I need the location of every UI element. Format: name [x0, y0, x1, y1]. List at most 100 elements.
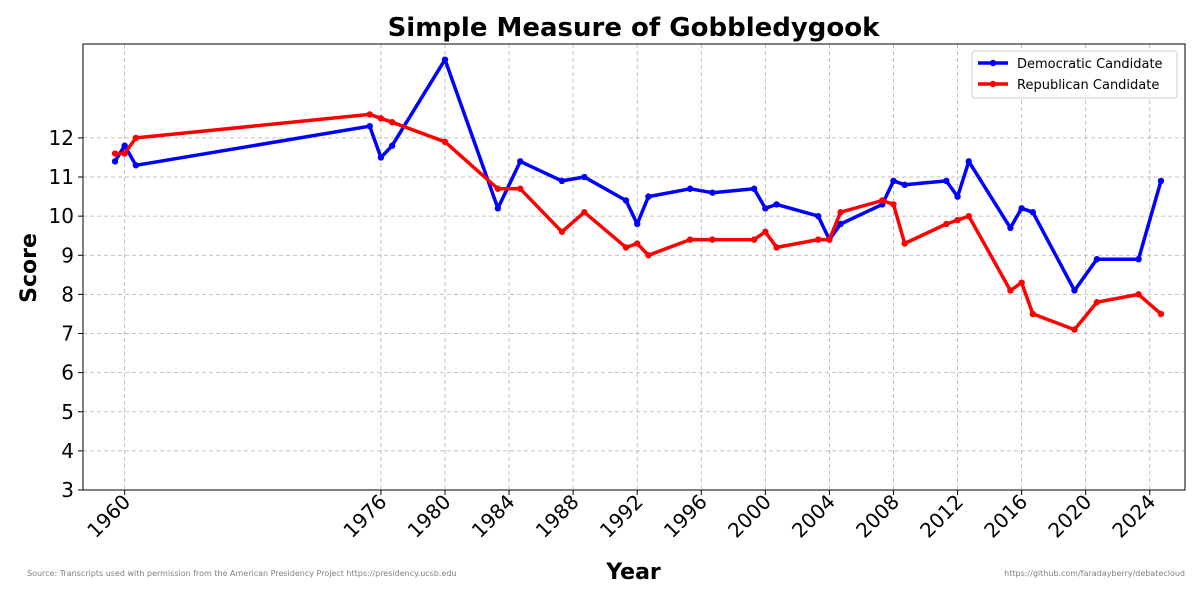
x-tick-label: 2004 — [787, 490, 840, 543]
democratic-candidate-point — [1135, 255, 1142, 263]
x-tick-label: 2000 — [723, 490, 776, 543]
republican-candidate-point — [890, 201, 897, 208]
grid — [83, 44, 1185, 491]
democratic-candidate-point — [901, 181, 908, 189]
x-tick-label: 2012 — [915, 490, 968, 543]
republican-candidate-point — [709, 236, 716, 243]
republican-candidate-point — [954, 216, 961, 224]
y-tick-label: 5 — [61, 400, 74, 424]
y-tick-label: 9 — [61, 243, 74, 267]
democratic-candidate-point — [762, 205, 769, 212]
y-tick-label: 7 — [61, 322, 74, 346]
democratic-candidate-point — [366, 122, 373, 130]
chart-title: Simple Measure of Gobbledygook — [388, 13, 881, 43]
republican-candidate-point — [773, 244, 780, 251]
democratic-candidate-point — [1157, 177, 1165, 185]
republican-candidate-point — [879, 197, 886, 204]
democratic-candidate-point — [517, 158, 524, 165]
y-tick-label: 6 — [61, 361, 74, 385]
republican-candidate-point — [1029, 310, 1037, 318]
republican-candidate-point — [132, 134, 140, 142]
x-tick-label: 1980 — [403, 490, 456, 543]
democratic-candidate-point — [837, 220, 844, 228]
democratic-candidate-point — [132, 162, 140, 169]
republican-candidate-point — [1018, 279, 1025, 286]
democratic-candidate-point — [121, 142, 128, 149]
republican-candidate-point — [441, 138, 449, 146]
republican-candidate-point — [1093, 299, 1101, 306]
y-tick-label: 3 — [61, 478, 74, 502]
republican-candidate-point — [111, 150, 119, 157]
republican-candidate-point — [965, 212, 972, 220]
republican-candidate-point — [581, 209, 588, 216]
democratic-candidate-legend-marker — [989, 59, 997, 67]
republican-candidate-point — [645, 252, 652, 259]
democratic-candidate-point — [558, 177, 566, 185]
democratic-candidate-point — [634, 220, 641, 228]
x-axis-label: Year — [605, 560, 661, 585]
republican-candidate-point — [762, 228, 769, 235]
republican-candidate-point — [826, 236, 833, 243]
democratic-candidate-point — [388, 142, 396, 149]
republican-candidate-point — [377, 115, 385, 122]
republican-candidate-point — [815, 236, 822, 243]
republican-candidate-point — [837, 209, 844, 216]
republican-candidate-point — [943, 220, 950, 228]
democratic-candidate-point — [645, 193, 652, 200]
republican-candidate-point — [1157, 310, 1165, 318]
republican-candidate-point — [388, 119, 396, 126]
x-tick-label: 1976 — [338, 490, 391, 543]
democratic-candidate-point — [1029, 209, 1037, 216]
democratic-candidate-point — [1071, 287, 1078, 294]
republican-candidate-point — [622, 244, 630, 251]
democratic-candidate-point — [965, 158, 972, 165]
series-lines — [111, 56, 1165, 333]
democratic-candidate-point — [943, 177, 950, 185]
republican-candidate-point — [750, 236, 758, 243]
plot-frame — [82, 43, 1186, 491]
y-tick-label: 12 — [49, 126, 74, 150]
y-tick-label: 11 — [49, 165, 74, 189]
x-tick-label: 1988 — [531, 490, 584, 543]
republican-candidate-point — [1135, 291, 1142, 298]
democratic-candidate-point — [441, 56, 449, 63]
x-tick-label: 2016 — [979, 490, 1032, 543]
republican-candidate-point — [494, 185, 502, 192]
democratic-candidate-point — [581, 173, 588, 181]
y-tick-label: 4 — [61, 439, 74, 463]
republican-candidate-point — [686, 236, 694, 243]
source-note: Source: Transcripts used with permission… — [27, 569, 457, 578]
x-tick-label: 2024 — [1107, 490, 1160, 543]
republican-candidate-point — [366, 111, 373, 118]
republican-candidate-point — [517, 185, 524, 192]
democratic-candidate-point — [815, 212, 822, 220]
republican-candidate-point — [634, 240, 641, 247]
x-tick-label: 2020 — [1043, 490, 1096, 543]
legend: Democratic Candidate Republican Candidate — [971, 50, 1178, 99]
y-tick-label: 10 — [49, 204, 74, 228]
x-tick-label: 1992 — [595, 490, 648, 543]
democratic-candidate-point — [1093, 255, 1101, 263]
democratic-candidate-legend-label: Democratic Candidate — [1017, 57, 1163, 72]
democratic-candidate-point — [709, 189, 716, 196]
republican-candidate-point — [121, 150, 128, 157]
democratic-candidate-point — [750, 185, 758, 192]
repo-link[interactable]: https://github.com/faradayberry/debatecl… — [1004, 569, 1185, 578]
x-tick-label: 1960 — [82, 490, 135, 543]
democratic-candidate-point — [494, 205, 502, 212]
y-axis-label: Score — [17, 233, 42, 303]
democratic-candidate-point — [1007, 224, 1014, 232]
democratic-candidate-point — [954, 193, 961, 200]
democratic-candidate-point — [377, 154, 385, 161]
republican-candidate-point — [558, 228, 566, 235]
democratic-candidate-point — [890, 177, 897, 185]
x-tick-label: 1984 — [467, 490, 520, 543]
republican-candidate-legend-marker — [989, 80, 997, 88]
republican-candidate-point — [901, 240, 908, 247]
legend-box — [971, 50, 1178, 99]
republican-candidate-point — [1071, 326, 1078, 333]
y-tick-label: 8 — [61, 282, 74, 306]
democratic-candidate-point — [622, 197, 630, 204]
republican-candidate-point — [1007, 287, 1014, 294]
